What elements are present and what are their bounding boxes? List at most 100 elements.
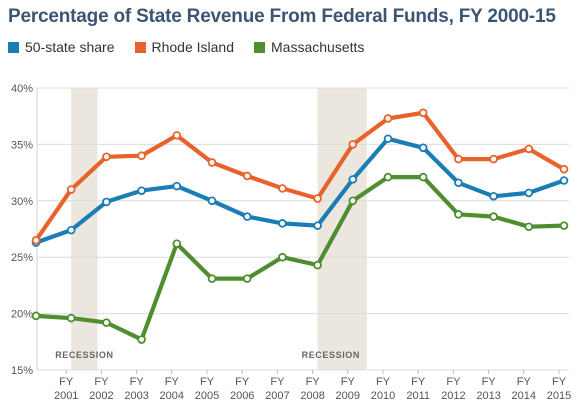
legend-item-50-state-share: 50-state share bbox=[8, 39, 115, 55]
chart-title: Percentage of State Revenue From Federal… bbox=[8, 6, 556, 27]
x-tick-label: 2014 bbox=[512, 390, 536, 402]
y-tick-label: 40% bbox=[11, 83, 33, 95]
x-tick-label: 2010 bbox=[371, 390, 395, 402]
data-point-50-state-share bbox=[313, 221, 322, 230]
x-tick-label: FY bbox=[446, 376, 461, 388]
legend-swatch-massachusetts bbox=[254, 41, 266, 53]
x-tick-label: 2011 bbox=[406, 390, 430, 402]
data-point-rhode-island bbox=[313, 194, 322, 203]
x-tick-label: FY bbox=[482, 376, 497, 388]
data-point-rhode-island bbox=[66, 185, 76, 194]
data-point-massachusetts bbox=[524, 222, 534, 232]
x-tick-label: 2002 bbox=[89, 390, 113, 402]
legend-swatch-50-state-share bbox=[8, 41, 19, 53]
data-point-50-state-share bbox=[278, 219, 287, 228]
data-point-50-state-share bbox=[489, 191, 498, 201]
data-point-50-state-share bbox=[207, 196, 217, 206]
data-point-massachusetts bbox=[102, 318, 111, 327]
data-point-massachusetts bbox=[137, 335, 146, 344]
x-tick-label: FY bbox=[200, 376, 215, 388]
data-point-50-state-share bbox=[137, 186, 146, 195]
legend-label-rhode-island: Rhode Island bbox=[151, 39, 235, 55]
data-point-rhode-island bbox=[418, 108, 428, 118]
x-tick-label: FY bbox=[130, 376, 145, 388]
x-tick-label: FY bbox=[517, 376, 532, 388]
data-point-massachusetts bbox=[207, 274, 217, 283]
data-point-rhode-island bbox=[242, 171, 252, 181]
x-tick-label: 2015 bbox=[547, 390, 571, 402]
x-tick-label: 2007 bbox=[265, 390, 289, 402]
data-point-rhode-island bbox=[137, 151, 146, 160]
x-tick-label: 2003 bbox=[124, 390, 148, 402]
data-point-massachusetts bbox=[278, 252, 287, 262]
x-tick-label: FY bbox=[235, 376, 250, 388]
x-tick-label: 2005 bbox=[195, 390, 219, 402]
x-tick-label: 2006 bbox=[230, 390, 254, 402]
data-point-rhode-island bbox=[559, 164, 569, 174]
data-point-50-state-share bbox=[172, 181, 182, 191]
data-point-rhode-island bbox=[172, 131, 182, 140]
data-point-rhode-island bbox=[383, 114, 393, 123]
y-tick-label: 15% bbox=[11, 365, 33, 377]
data-point-massachusetts bbox=[383, 172, 393, 182]
y-tick-label: 35% bbox=[11, 139, 33, 151]
legend-item-rhode-island: Rhode Island bbox=[134, 39, 235, 55]
data-point-massachusetts bbox=[348, 196, 358, 206]
data-point-rhode-island bbox=[31, 235, 41, 245]
series-line-massachusetts bbox=[33, 175, 567, 342]
data-point-rhode-island bbox=[348, 140, 358, 149]
x-tick-label: 2008 bbox=[300, 390, 324, 402]
x-tick-label: FY bbox=[59, 376, 74, 388]
y-tick-label: 30% bbox=[11, 196, 33, 208]
chart-legend: 50-state share Rhode Island Massachusett… bbox=[8, 39, 364, 55]
x-tick-label: FY bbox=[165, 376, 180, 388]
data-point-massachusetts bbox=[559, 221, 569, 230]
legend-swatch-rhode-island bbox=[134, 41, 146, 53]
data-point-50-state-share bbox=[242, 212, 252, 221]
data-point-50-state-share bbox=[524, 188, 534, 198]
data-point-rhode-island bbox=[102, 152, 111, 162]
data-point-rhode-island bbox=[278, 184, 287, 193]
data-point-50-state-share bbox=[348, 175, 358, 184]
recession-label: RECESSION bbox=[55, 350, 113, 360]
data-point-rhode-island bbox=[454, 154, 463, 164]
data-point-massachusetts bbox=[172, 239, 182, 248]
y-tick-label: 25% bbox=[11, 252, 33, 264]
data-point-massachusetts bbox=[31, 311, 41, 321]
series-line-50-state-share bbox=[33, 136, 567, 245]
data-point-rhode-island bbox=[207, 158, 217, 167]
data-point-50-state-share bbox=[454, 178, 463, 188]
x-tick-label: 2009 bbox=[336, 390, 360, 402]
x-tick-label: 2004 bbox=[160, 390, 184, 402]
x-tick-label: 2001 bbox=[54, 390, 78, 402]
recession-band bbox=[317, 88, 367, 370]
data-point-50-state-share bbox=[66, 225, 76, 235]
data-point-50-state-share bbox=[383, 134, 393, 144]
x-tick-label: 2012 bbox=[441, 390, 465, 402]
x-tick-label: FY bbox=[270, 376, 285, 388]
x-tick-label: FY bbox=[411, 376, 426, 388]
data-point-50-state-share bbox=[559, 176, 569, 185]
legend-label-50-state-share: 50-state share bbox=[25, 39, 115, 55]
data-point-massachusetts bbox=[66, 313, 76, 323]
series-line-rhode-island bbox=[33, 110, 567, 243]
x-tick-label: FY bbox=[306, 376, 321, 388]
legend-label-massachusetts: Massachusetts bbox=[271, 39, 365, 55]
data-point-massachusetts bbox=[489, 212, 498, 221]
data-point-massachusetts bbox=[418, 172, 428, 182]
x-tick-label: FY bbox=[552, 376, 567, 388]
data-point-massachusetts bbox=[313, 260, 322, 270]
data-point-50-state-share bbox=[102, 197, 111, 207]
y-tick-label: 20% bbox=[11, 309, 33, 321]
x-tick-label: FY bbox=[341, 376, 356, 388]
data-point-50-state-share bbox=[418, 143, 428, 153]
data-point-rhode-island bbox=[524, 144, 534, 154]
x-tick-label: 2013 bbox=[476, 390, 500, 402]
data-point-massachusetts bbox=[454, 210, 463, 219]
recession-label: RECESSION bbox=[302, 350, 360, 360]
data-point-rhode-island bbox=[489, 154, 498, 164]
x-tick-label: FY bbox=[94, 376, 109, 388]
legend-item-massachusetts: Massachusetts bbox=[254, 39, 364, 55]
x-tick-label: FY bbox=[376, 376, 391, 388]
data-point-massachusetts bbox=[242, 274, 252, 283]
